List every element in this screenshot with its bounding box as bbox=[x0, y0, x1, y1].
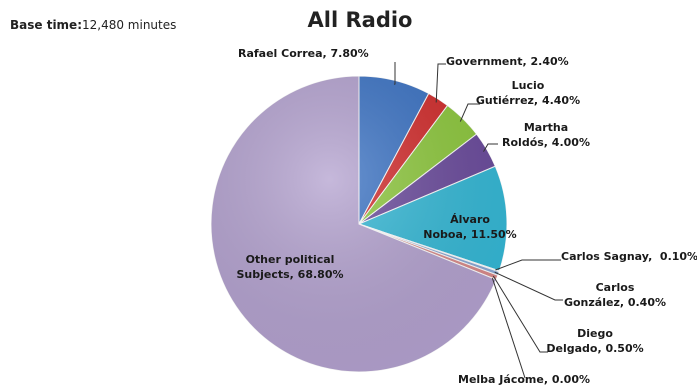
leader-line-lucio-gutierrez bbox=[459, 103, 480, 122]
leader-line-carlos-gonzalez bbox=[494, 271, 563, 301]
leader-line-rafael-correa bbox=[393, 62, 396, 85]
slice-label-alvaro-noboa: Álvaro Noboa, 11.50% bbox=[423, 213, 517, 241]
leader-line-martha-roldos bbox=[483, 143, 498, 152]
slice-label-diego-delgado: Diego Delgado, 0.50% bbox=[546, 327, 644, 355]
slice-label-lucio-gutierrez: Lucio Gutiérrez, 4.40% bbox=[475, 79, 581, 107]
base-time-value: 12,480 minutes bbox=[82, 18, 177, 32]
slice-label-government: Government, 2.40% bbox=[446, 55, 569, 68]
slice-label-carlos-sagnay: Carlos Sagnay, 0.10% bbox=[561, 250, 697, 263]
slice-label-rafael-correa: Rafael Correa, 7.80% bbox=[238, 47, 369, 60]
slice-label-martha-roldos: Martha Roldós, 4.00% bbox=[502, 121, 590, 149]
base-time-label: Base time: bbox=[10, 18, 82, 32]
base-time: Base time:12,480 minutes bbox=[10, 18, 176, 32]
slice-label-melba-jacome: Melba Jácome, 0.00% bbox=[458, 373, 590, 386]
leader-line-government bbox=[435, 63, 446, 103]
leader-line-melba-jacome bbox=[491, 277, 526, 379]
slice-label-carlos-gonzalez: Carlos González, 0.40% bbox=[563, 281, 667, 309]
leader-line-carlos-sagnay bbox=[495, 259, 561, 271]
chart-title: All Radio bbox=[307, 8, 413, 32]
leader-line-diego-delgado bbox=[492, 275, 548, 353]
slice-label-other-political-subjects: Other political Subjects, 68.80% bbox=[236, 253, 344, 281]
